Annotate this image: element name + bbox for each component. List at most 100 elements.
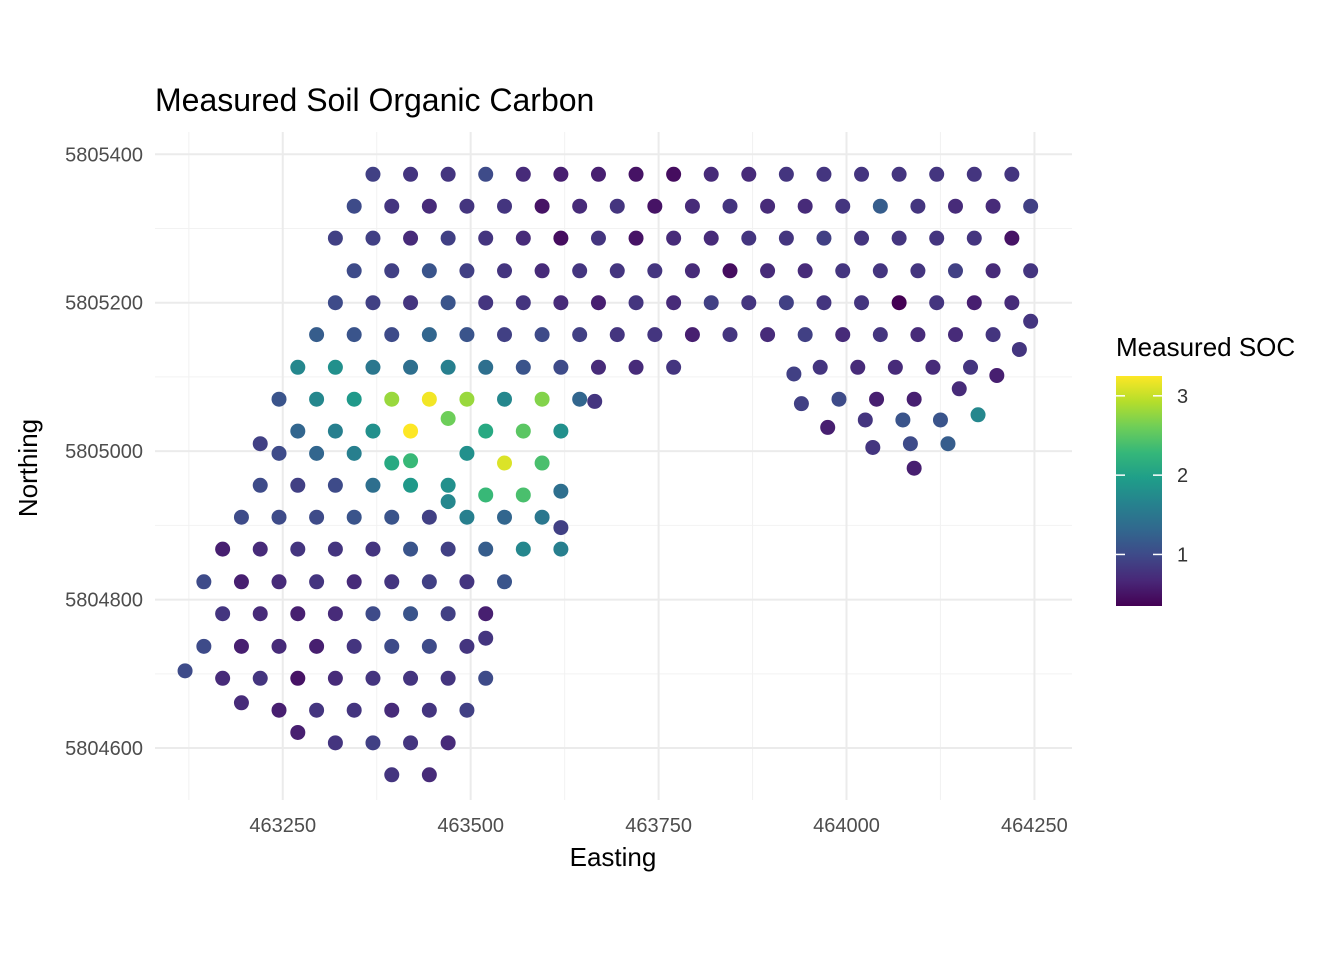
data-point (215, 606, 231, 622)
legend-colorbar (1116, 376, 1162, 606)
data-point (966, 166, 982, 182)
data-point (309, 638, 325, 654)
data-point (403, 423, 419, 439)
data-point (891, 230, 907, 246)
data-point (628, 295, 644, 311)
data-point (478, 423, 494, 439)
data-point (497, 263, 513, 279)
data-point (403, 541, 419, 557)
data-point (365, 166, 381, 182)
data-point (403, 453, 419, 469)
data-point (440, 670, 456, 686)
data-point (895, 412, 911, 428)
data-point (722, 198, 738, 214)
data-point (459, 263, 475, 279)
data-point (553, 541, 569, 557)
data-point (816, 166, 832, 182)
data-point (970, 407, 986, 423)
data-point (440, 541, 456, 557)
data-point (421, 327, 437, 343)
data-point (947, 327, 963, 343)
data-point (421, 702, 437, 718)
data-point (587, 393, 603, 409)
data-point (609, 263, 625, 279)
data-point (271, 702, 287, 718)
data-point (553, 483, 569, 499)
data-point (346, 702, 362, 718)
data-point (384, 327, 400, 343)
data-point (553, 295, 569, 311)
data-point (906, 460, 922, 476)
data-point (857, 412, 873, 428)
data-point (910, 198, 926, 214)
data-point (666, 230, 682, 246)
data-point (290, 670, 306, 686)
legend-title: Measured SOC (1116, 332, 1295, 362)
data-point (985, 263, 1001, 279)
data-point (365, 606, 381, 622)
data-point (572, 391, 588, 407)
data-point (365, 477, 381, 493)
data-point (797, 327, 813, 343)
data-point (515, 230, 531, 246)
data-point (440, 359, 456, 375)
chart-title: Measured Soil Organic Carbon (155, 82, 595, 118)
data-point (233, 638, 249, 654)
data-point (1004, 295, 1020, 311)
data-point (440, 606, 456, 622)
data-point (963, 359, 979, 375)
data-point (647, 198, 663, 214)
data-point (812, 359, 828, 375)
data-point (290, 477, 306, 493)
data-point (497, 574, 513, 590)
data-point (459, 391, 475, 407)
data-point (947, 198, 963, 214)
data-point (534, 391, 550, 407)
data-point (346, 638, 362, 654)
data-point (252, 670, 268, 686)
data-point (816, 295, 832, 311)
data-point (741, 166, 757, 182)
data-point (440, 166, 456, 182)
data-point (778, 166, 794, 182)
data-point (515, 166, 531, 182)
y-tick-label: 5805000 (65, 441, 143, 463)
data-point (459, 702, 475, 718)
data-point (384, 574, 400, 590)
data-point (872, 263, 888, 279)
data-point (309, 391, 325, 407)
data-point (684, 263, 700, 279)
data-point (196, 638, 212, 654)
data-point (947, 263, 963, 279)
x-axis-title: Easting (570, 842, 657, 872)
data-point (440, 230, 456, 246)
data-point (403, 670, 419, 686)
data-point (421, 574, 437, 590)
data-point (703, 295, 719, 311)
data-point (252, 541, 268, 557)
data-point (951, 381, 967, 397)
data-point (741, 230, 757, 246)
data-point (384, 767, 400, 783)
y-tick-label: 5805400 (65, 144, 143, 166)
data-point (290, 606, 306, 622)
data-point (1004, 166, 1020, 182)
data-point (233, 695, 249, 711)
data-point (891, 295, 907, 311)
data-point (215, 670, 231, 686)
data-point (365, 735, 381, 751)
x-tick-label: 463250 (249, 815, 316, 837)
data-point (271, 391, 287, 407)
data-point (778, 295, 794, 311)
data-point (572, 327, 588, 343)
data-point (478, 295, 494, 311)
data-point (929, 166, 945, 182)
data-point (572, 263, 588, 279)
data-point (865, 439, 881, 455)
data-point (290, 724, 306, 740)
data-point (252, 477, 268, 493)
data-point (459, 509, 475, 525)
data-point (346, 574, 362, 590)
data-point (989, 367, 1005, 383)
